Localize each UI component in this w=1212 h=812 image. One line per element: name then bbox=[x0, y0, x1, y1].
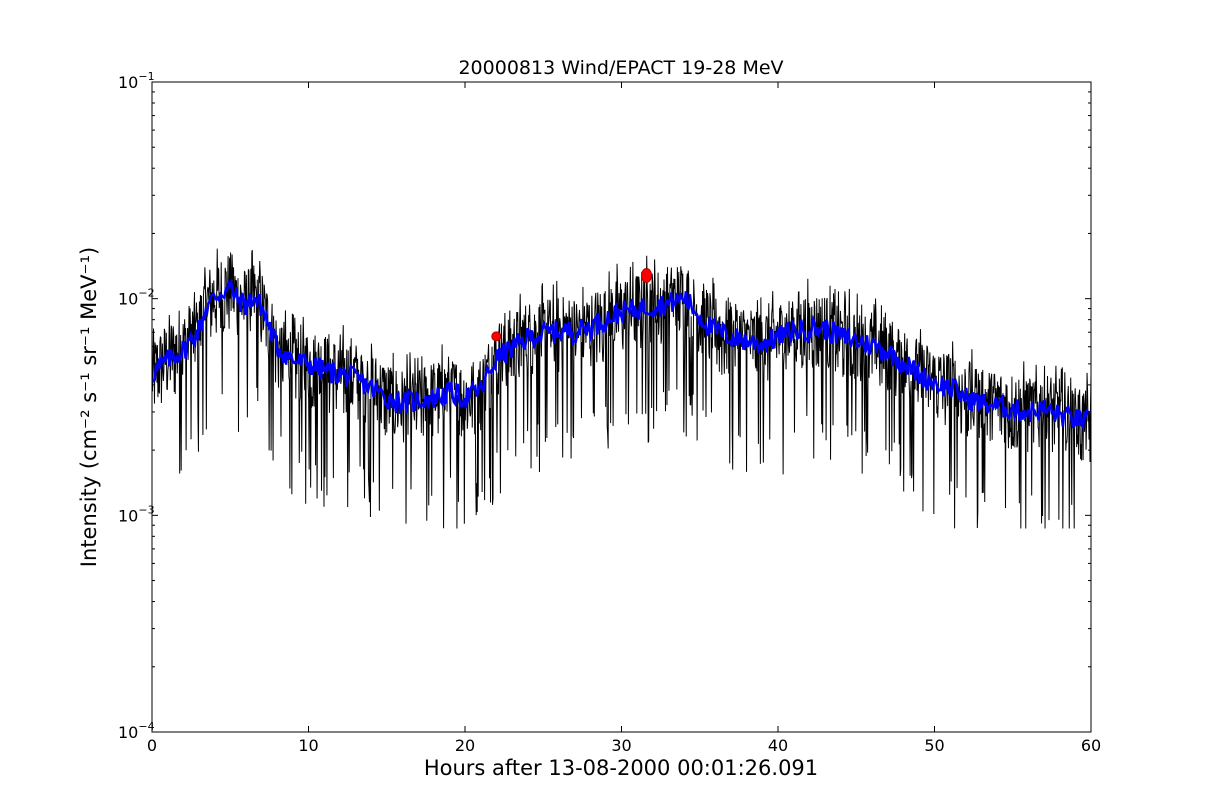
x-axis-label: Hours after 13-08-2000 00:01:26.091 bbox=[424, 756, 818, 780]
event-marker bbox=[641, 267, 653, 283]
x-tick-label: 30 bbox=[611, 736, 631, 755]
y-axis-label: Intensity (cm⁻² s⁻¹ sr⁻¹ MeV⁻¹) bbox=[77, 247, 101, 567]
y-tick-label: 10−3 bbox=[118, 503, 155, 525]
x-tick-label: 60 bbox=[1081, 736, 1101, 755]
event-marker bbox=[491, 331, 502, 342]
x-tick-label: 10 bbox=[298, 736, 318, 755]
x-tick-label: 40 bbox=[768, 736, 788, 755]
y-tick-label: 10−4 bbox=[118, 720, 155, 742]
chart-title: 20000813 Wind/EPACT 19-28 MeV bbox=[458, 57, 783, 79]
y-axis-ticks: 10−4 10−3 10−2 10−1 bbox=[118, 70, 1091, 742]
x-tick-label: 0 bbox=[147, 736, 157, 755]
smoothed-intensity-line bbox=[152, 277, 1091, 430]
x-axis-ticks: 0 10 20 30 40 50 60 bbox=[147, 82, 1101, 755]
raw-intensity-line bbox=[152, 248, 1091, 529]
x-tick-label: 50 bbox=[924, 736, 944, 755]
y-tick-label: 10−1 bbox=[118, 70, 155, 92]
marker-layer bbox=[491, 267, 653, 342]
y-tick-label: 10−2 bbox=[118, 287, 155, 309]
series-layer bbox=[152, 248, 1091, 529]
x-tick-label: 20 bbox=[455, 736, 475, 755]
